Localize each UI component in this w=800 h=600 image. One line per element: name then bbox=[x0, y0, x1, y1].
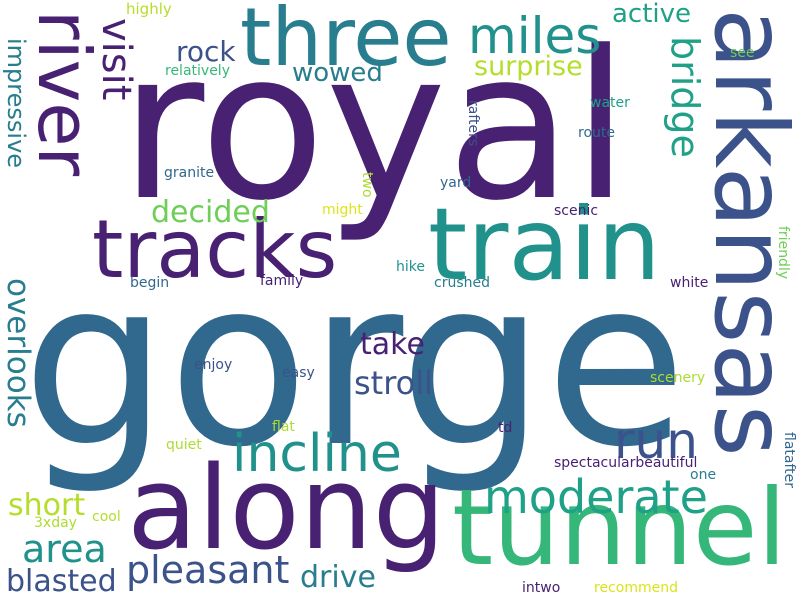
word-yard: yard bbox=[440, 175, 472, 191]
word-highly: highly bbox=[126, 0, 172, 18]
word-rock: rock bbox=[176, 35, 236, 68]
word-two: two bbox=[359, 172, 375, 198]
word-drive: drive bbox=[300, 560, 376, 595]
word-begin: begin bbox=[130, 275, 170, 291]
word-royal: royal bbox=[120, 8, 630, 246]
word-along: along bbox=[127, 442, 446, 576]
word-surprise: surprise bbox=[474, 51, 583, 82]
word-one: one bbox=[690, 467, 717, 483]
word-cool: cool bbox=[92, 509, 121, 525]
word-easy: easy bbox=[282, 365, 315, 381]
word-route: route bbox=[578, 125, 615, 141]
word-enjoy: enjoy bbox=[194, 357, 233, 373]
word-water: water bbox=[590, 95, 630, 111]
word-miles: miles bbox=[468, 7, 602, 65]
word-rafters: rafters bbox=[465, 100, 481, 147]
word-family: family bbox=[260, 273, 304, 289]
word-flatafter: flatafter bbox=[781, 432, 797, 489]
word-flat: flat bbox=[272, 419, 295, 435]
word-gorge: gorge bbox=[22, 231, 687, 498]
word-overlooks: overlooks bbox=[0, 278, 36, 428]
word-scenic: scenic bbox=[554, 203, 599, 219]
word-recommend: recommend bbox=[594, 580, 678, 596]
word-bridge: bridge bbox=[663, 36, 707, 158]
word-see: see bbox=[730, 45, 755, 61]
word-might: might bbox=[322, 202, 363, 218]
word-spectacularbeautiful: spectacularbeautiful bbox=[554, 455, 698, 471]
word-decided: decided bbox=[151, 195, 270, 230]
word-friendly: friendly bbox=[775, 226, 791, 280]
word-moderate: moderate bbox=[484, 470, 708, 524]
word-visit: visit bbox=[93, 18, 139, 101]
word-pleasant: pleasant bbox=[126, 548, 290, 592]
word-tunnel: tunnel bbox=[452, 467, 787, 589]
word-wowed: wowed bbox=[292, 58, 383, 88]
word-river: river bbox=[22, 10, 106, 177]
word-relatively: relatively bbox=[165, 63, 230, 79]
word-td: td bbox=[498, 420, 513, 436]
word-stroll: stroll bbox=[354, 364, 434, 402]
word-train: train bbox=[428, 186, 661, 303]
word-hike: hike bbox=[396, 259, 425, 275]
word-incline: incline bbox=[232, 424, 402, 484]
word-impressive: impressive bbox=[2, 38, 30, 169]
word-quiet: quiet bbox=[166, 437, 202, 453]
word-arkansas: arkansas bbox=[692, 8, 800, 457]
word-area: area bbox=[22, 527, 107, 571]
word-run: run bbox=[614, 412, 698, 470]
word-active: active bbox=[612, 0, 692, 29]
word-intwo: intwo bbox=[522, 580, 561, 596]
word-take: take bbox=[360, 327, 425, 362]
word-three: three bbox=[240, 0, 452, 84]
word-tracks: tracks bbox=[92, 203, 338, 296]
word-crushed: crushed bbox=[434, 275, 490, 291]
word-blasted: blasted bbox=[6, 564, 117, 599]
word-granite: granite bbox=[164, 165, 215, 181]
word-scenery: scenery bbox=[650, 370, 706, 386]
word-3xday: 3xday bbox=[34, 515, 77, 531]
word-short: short bbox=[8, 488, 86, 523]
word-white: white bbox=[670, 275, 709, 291]
